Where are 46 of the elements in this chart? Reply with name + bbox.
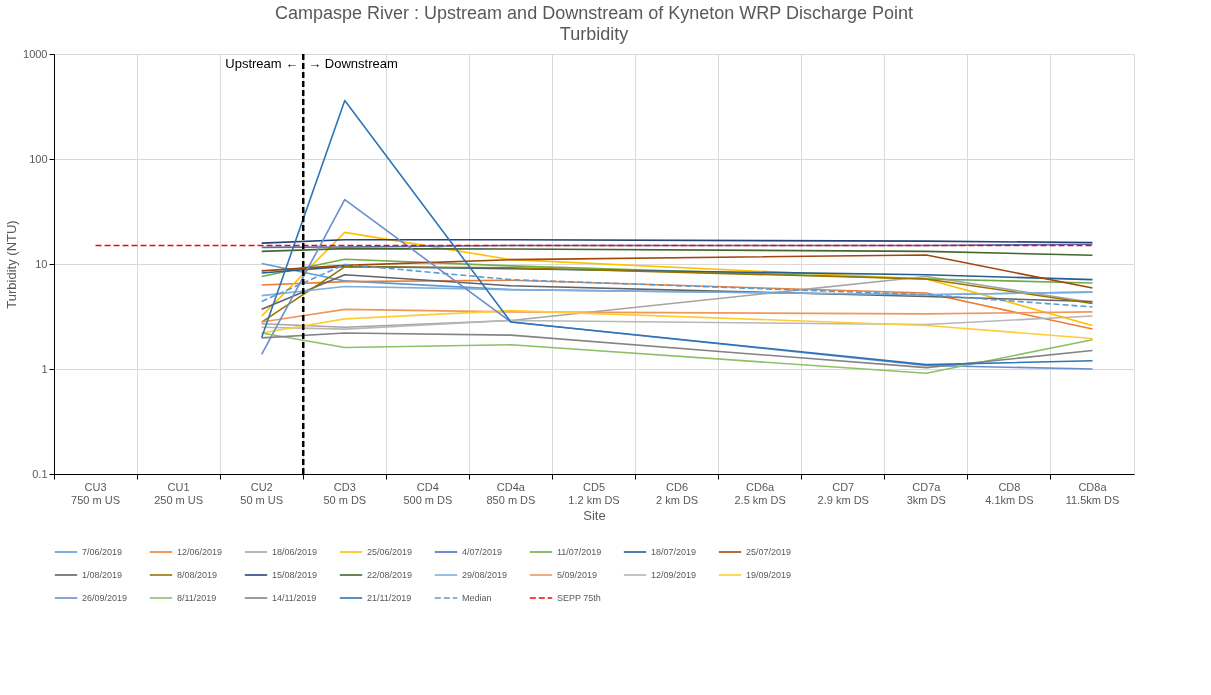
legend-label: 21/11/2019 [367,593,412,603]
legend-label: 18/07/2019 [651,547,697,557]
x-tick-label: CU3 750 m US [71,480,120,506]
x-tick-label: CD3 50 m DS [323,480,367,506]
legend-label: SEPP 75th [557,593,601,603]
legend-label: 4/07/2019 [462,547,503,557]
legend-label: 19/09/2019 [746,570,792,580]
y-tick-label: 0.1 [32,467,48,480]
y-tick-label: 100 [29,152,48,165]
legend-label: 11/07/2019 [557,547,602,557]
x-tick-label: CD8a 11.5km DS [1065,480,1120,506]
y-tick-label: 1000 [23,47,48,60]
x-tick-label: CD4 500 m DS [403,480,453,506]
x-tick-label: CD5 1.2 km DS [568,480,620,506]
legend-label: 26/09/2019 [82,593,128,603]
y-axis-title: Turbidity (NTU) [4,220,20,309]
legend-label: 7/06/2019 [82,547,123,557]
legend-label: 5/09/2019 [557,570,598,580]
x-tick-label: CD6a 2.5 km DS [734,480,786,506]
x-axis-title: Site [583,507,606,523]
legend-label: 29/08/2019 [462,570,508,580]
chart-subtitle: Turbidity [559,24,629,44]
legend-label: 15/08/2019 [272,570,318,580]
legend-label: 1/08/2019 [82,570,123,580]
chart-title: Campaspe River : Upstream and Downstream of Kyneton WRP Discharge Point [275,3,913,23]
y-tick-label: 10 [35,257,48,270]
legend-label: 25/07/2019 [746,547,792,557]
legend-label: 12/06/2019 [177,547,223,557]
x-tick-label: CD4a 850 m DS [486,480,536,506]
legend-label: 25/06/2019 [367,547,413,557]
legend-label: 8/11/2019 [177,593,217,603]
annotation: Upstream ← [225,56,299,71]
annotation: → Downstream [308,56,398,71]
x-tick-label: CU1 250 m US [154,480,204,506]
legend-label: 14/11/2019 [272,593,317,603]
x-tick-label: CD7 2.9 km DS [817,480,869,506]
legend-label: 22/08/2019 [367,570,413,580]
x-tick-label: CD7a 3km DS [906,480,946,506]
legend-label: 8/08/2019 [177,570,218,580]
x-tick-label: CU2 50 m US [240,480,284,506]
legend-label: 18/06/2019 [272,547,318,557]
y-tick-label: 1 [41,362,48,375]
x-tick-label: CD8 4.1km DS [985,480,1034,506]
legend-label: Median [462,593,492,603]
x-tick-label: CD6 2 km DS [655,480,699,506]
legend-label: 12/09/2019 [651,570,697,580]
